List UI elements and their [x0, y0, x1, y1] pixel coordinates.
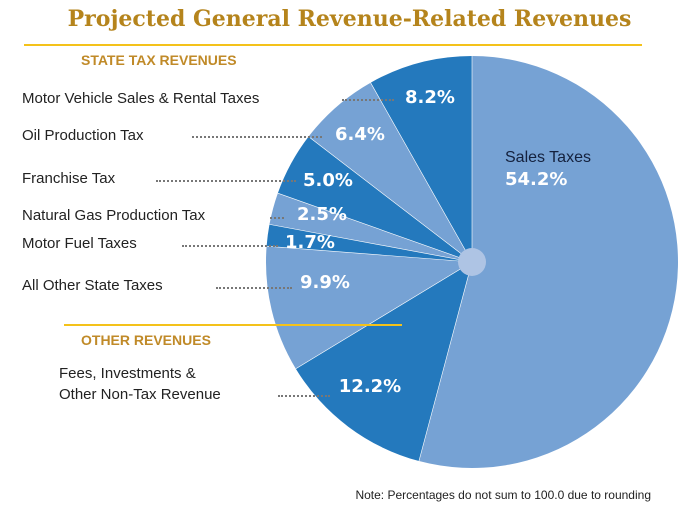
- title-rule: [24, 44, 642, 46]
- data-label: 12.2%: [339, 376, 401, 397]
- slice-divider: [277, 192, 473, 263]
- chart-title: Projected General Revenue-Related Revenu…: [67, 6, 632, 32]
- label-fees-line1: Fees, Investments &: [59, 365, 196, 382]
- pie-slice: [295, 262, 472, 462]
- label-motor-fuel: Motor Fuel Taxes: [22, 235, 137, 252]
- leader-motor-vehicle: [342, 99, 394, 101]
- label-oil: Oil Production Tax: [22, 127, 144, 144]
- label-motor-vehicle: Motor Vehicle Sales & Rental Taxes: [22, 90, 260, 107]
- pie-center-dot: [458, 248, 486, 276]
- slice-divider: [269, 224, 473, 263]
- label-natural-gas: Natural Gas Production Tax: [22, 207, 206, 224]
- data-label: 9.9%: [300, 272, 350, 293]
- section-state-tax: STATE TAX REVENUES: [81, 52, 237, 68]
- pie-slice: [308, 82, 472, 262]
- data-label: 54.2%: [505, 169, 567, 190]
- leader-motor-fuel: [182, 245, 278, 247]
- slice-divider: [266, 245, 473, 263]
- label-fees-line2: Other Non-Tax Revenue: [59, 386, 221, 403]
- leader-natural-gas: [270, 217, 284, 219]
- data-label: 2.5%: [297, 204, 347, 225]
- slice-divider: [370, 82, 473, 263]
- slice-divider: [295, 261, 473, 369]
- pie-slice: [418, 56, 678, 468]
- pie-slice: [266, 246, 472, 369]
- leader-fees: [278, 395, 330, 397]
- other-rule: [64, 324, 402, 326]
- data-label: 6.4%: [335, 124, 385, 145]
- label-franchise: Franchise Tax: [22, 170, 116, 187]
- leader-all-other: [216, 287, 292, 289]
- leader-franchise: [156, 180, 296, 182]
- footnote: Note: Percentages do not sum to 100.0 du…: [355, 488, 651, 502]
- leader-oil: [192, 136, 322, 138]
- label-all-other: All Other State Taxes: [22, 277, 163, 294]
- pie-slice: [269, 193, 472, 262]
- data-label: 8.2%: [405, 87, 455, 108]
- pie-slice: [277, 136, 472, 262]
- slice-divider: [418, 261, 473, 462]
- data-label: 1.7%: [285, 232, 335, 253]
- slice-label-sales: Sales Taxes: [505, 149, 591, 166]
- section-other: OTHER REVENUES: [81, 332, 211, 348]
- pie-slice: [370, 56, 472, 262]
- data-label: 5.0%: [303, 170, 353, 191]
- slice-divider: [308, 136, 473, 263]
